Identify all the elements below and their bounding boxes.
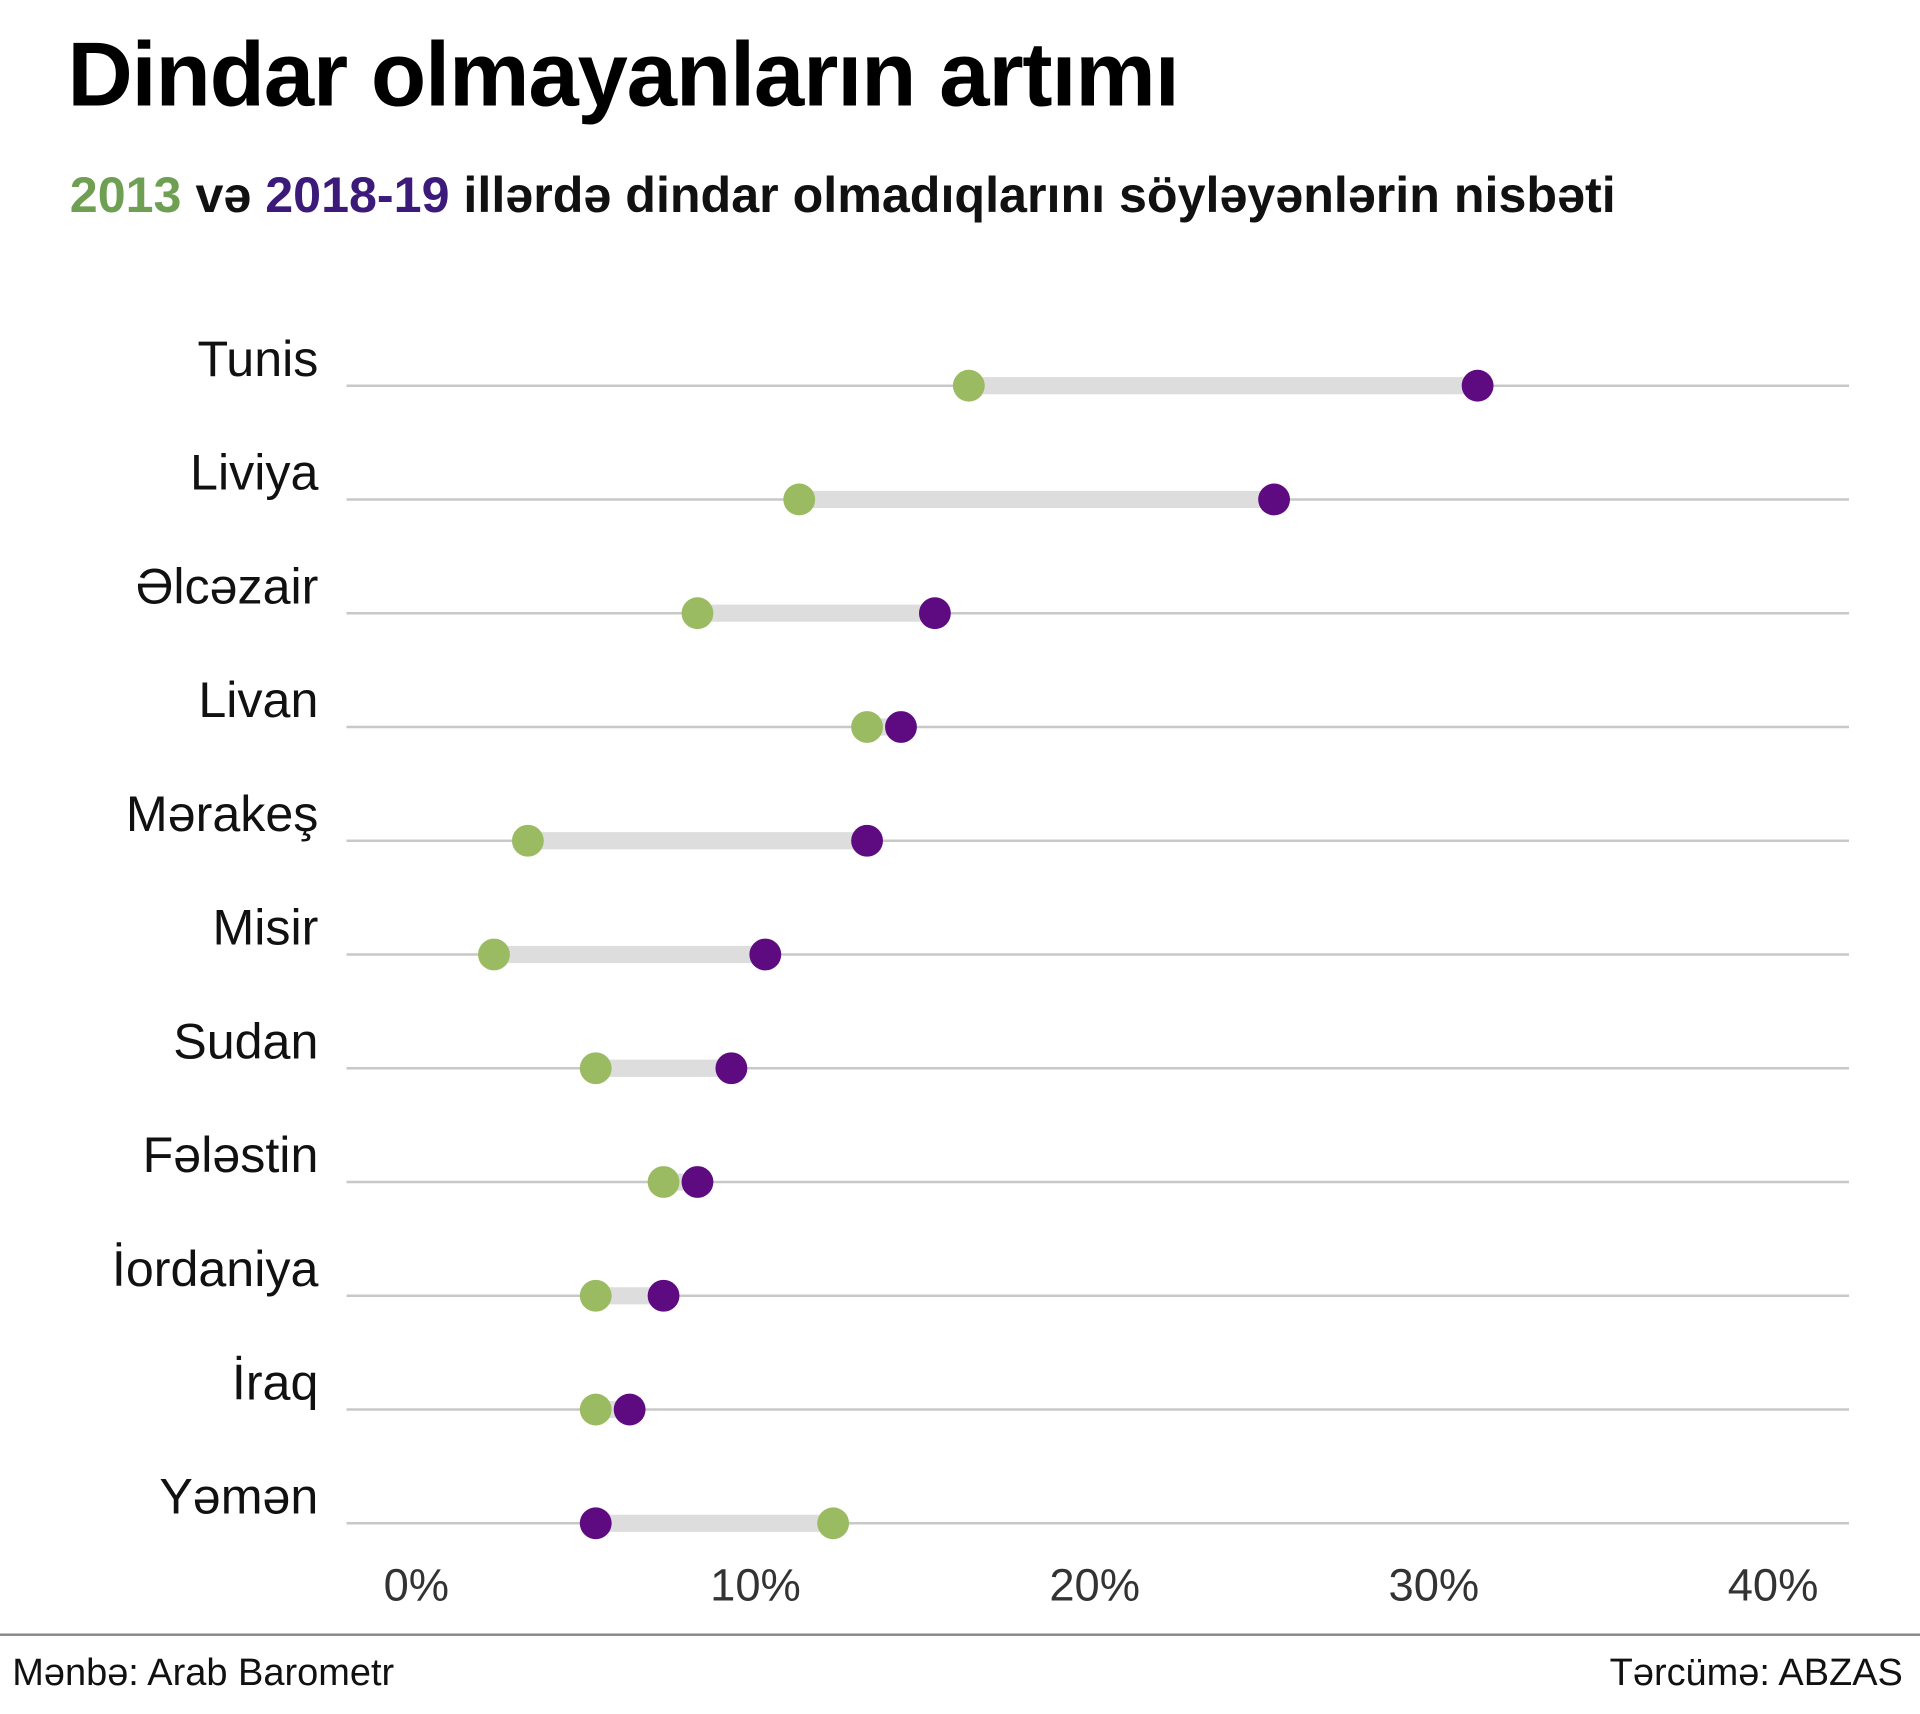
x-tick-label: 0% xyxy=(384,1559,449,1610)
point-2013 xyxy=(478,938,510,971)
category-label: Misir xyxy=(212,900,318,956)
point-2018-19 xyxy=(918,597,951,630)
point-2013 xyxy=(817,1507,850,1540)
chart-subtitle: 2013 və 2018-19 illərdə dindar olmadıqla… xyxy=(70,157,1784,234)
x-tick-label: 40% xyxy=(1728,1559,1819,1610)
category-label: İraq xyxy=(232,1355,318,1411)
point-2018-19 xyxy=(1258,483,1291,516)
point-2013 xyxy=(851,711,883,743)
category-label: Əlcəzair xyxy=(136,558,319,614)
x-tick-label: 30% xyxy=(1389,1559,1480,1610)
subtitle-connector: və xyxy=(181,166,266,223)
category-label: Livan xyxy=(198,672,318,728)
dumbbell-chart: Tunis Liviya Əlcəzair Livan Mərakeş Misir Suda… xyxy=(112,331,1849,1610)
point-2018-19 xyxy=(647,1279,680,1312)
point-2013 xyxy=(579,1279,612,1312)
category-label: Yəmən xyxy=(159,1468,318,1524)
point-2013 xyxy=(783,483,816,516)
legend-2013: 2013 xyxy=(69,166,182,223)
point-2013 xyxy=(681,597,714,630)
point-2013 xyxy=(579,1393,612,1426)
category-label: Liviya xyxy=(190,445,318,501)
point-2018-19 xyxy=(613,1393,646,1426)
category-label: Sudan xyxy=(173,1013,318,1069)
point-2018-19 xyxy=(1461,369,1494,402)
translation-credit: Tərcümə: ABZAS xyxy=(1609,1650,1903,1694)
category-label: Tunis xyxy=(197,331,318,387)
point-2013 xyxy=(952,369,985,402)
point-2013 xyxy=(647,1166,680,1198)
category-label: Fələstin xyxy=(143,1127,319,1183)
x-tick-label: 20% xyxy=(1049,1559,1140,1610)
x-tick-label: 10% xyxy=(710,1559,801,1610)
subtitle-text: illərdə dindar olmadıqlarını söyləyənlər… xyxy=(449,166,1616,223)
point-2018-19 xyxy=(715,1052,748,1085)
footer-divider xyxy=(0,1633,1920,1636)
point-2018-19 xyxy=(579,1507,612,1540)
category-label: İordaniya xyxy=(112,1241,319,1297)
legend-2018-19: 2018-19 xyxy=(265,166,450,223)
point-2018-19 xyxy=(885,711,917,743)
chart-title: Dindar olmayanların artımı xyxy=(67,23,1179,125)
point-2018-19 xyxy=(681,1166,714,1198)
source-note: Mənbə: Arab Barometr xyxy=(12,1650,395,1694)
category-label: Mərakeş xyxy=(126,786,318,842)
point-2013 xyxy=(579,1052,612,1085)
point-2013 xyxy=(511,824,544,857)
point-2018-19 xyxy=(851,824,883,857)
point-2018-19 xyxy=(749,938,782,971)
